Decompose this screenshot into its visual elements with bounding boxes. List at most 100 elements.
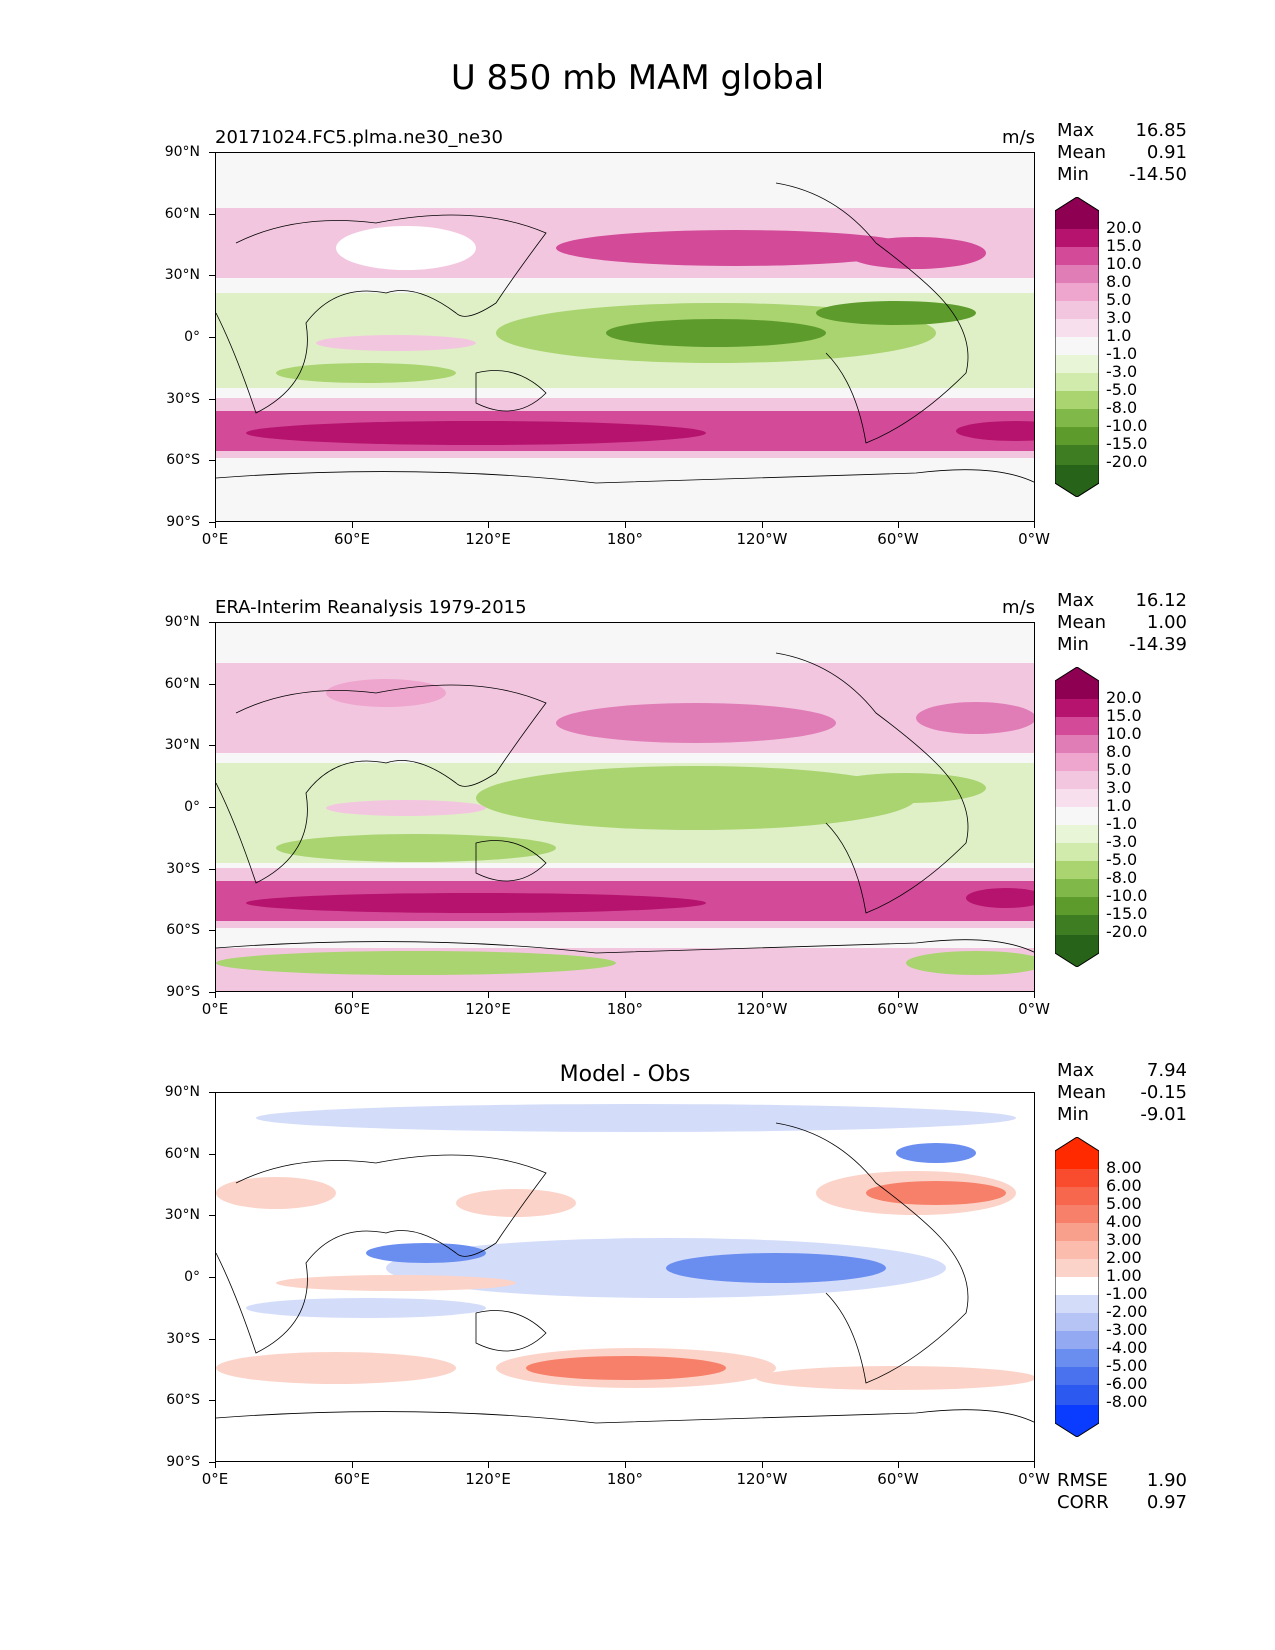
colorbar-tick: -5.00 bbox=[1106, 1356, 1148, 1375]
y-tick-label: 30°S bbox=[166, 861, 200, 877]
panel-title: Model - Obs bbox=[559, 1062, 691, 1087]
colorbar-tick: -4.00 bbox=[1106, 1338, 1148, 1357]
stat-value: 0.97 bbox=[1146, 1492, 1187, 1513]
colorbar-tick: -8.00 bbox=[1106, 1392, 1148, 1411]
colorbar-tick: 8.00 bbox=[1106, 1158, 1142, 1177]
colorbar-tick: -8.0 bbox=[1106, 868, 1138, 887]
colorbar-tick: 8.0 bbox=[1106, 742, 1132, 761]
x-tick-label: 180° bbox=[606, 530, 644, 548]
stat-name: CORR bbox=[1057, 1492, 1109, 1513]
x-tick-label: 120°E bbox=[465, 1470, 511, 1488]
stat-value: 7.94 bbox=[1146, 1060, 1187, 1081]
colorbar-tick: 8.0 bbox=[1106, 272, 1132, 291]
stat-name: Max bbox=[1057, 590, 1095, 611]
error-stats: RMSE 1.90 CORR 0.97 bbox=[1057, 1470, 1187, 1514]
colorbar bbox=[1055, 1137, 1099, 1437]
y-tick-label: 90°S bbox=[166, 984, 200, 1000]
x-tick-label: 180° bbox=[606, 1000, 644, 1018]
colorbar-tick: -3.0 bbox=[1106, 832, 1138, 851]
x-tick-label: 120°E bbox=[465, 530, 511, 548]
y-tick-label: 30°N bbox=[164, 1207, 200, 1223]
colorbar bbox=[1055, 667, 1099, 967]
x-tick-label: 60°E bbox=[333, 1470, 371, 1488]
map-diff bbox=[215, 1092, 1035, 1462]
stat-name: Max bbox=[1057, 120, 1095, 141]
colorbar-tick: -1.0 bbox=[1106, 814, 1138, 833]
panel-obs: ERA-Interim Reanalysis 1979-2015 m/s Max… bbox=[0, 590, 1275, 1032]
stat-name: Max bbox=[1057, 1060, 1095, 1081]
stat-value: 1.90 bbox=[1146, 1470, 1187, 1491]
colorbar-tick: 2.00 bbox=[1106, 1248, 1142, 1267]
colorbar-tick: 3.00 bbox=[1106, 1230, 1142, 1249]
colorbar-tick: 6.00 bbox=[1106, 1176, 1142, 1195]
stats-block: Max 16.12 Mean 1.00 Min -14.39 bbox=[1057, 590, 1187, 656]
stat-name: Min bbox=[1057, 1104, 1089, 1125]
panel-diff: Model - Obs Max 7.94 Mean -0.15 Min -9.01 bbox=[0, 1060, 1275, 1513]
colorbar-tick: 1.0 bbox=[1106, 326, 1132, 345]
y-tick-label: 30°N bbox=[164, 737, 200, 753]
panel-label: 20171024.FC5.plma.ne30_ne30 bbox=[215, 127, 503, 148]
colorbar-tick: 1.00 bbox=[1106, 1266, 1142, 1285]
y-tick-label: 90°N bbox=[164, 144, 200, 160]
y-tick-label: 90°N bbox=[164, 1084, 200, 1100]
map-obs bbox=[215, 622, 1035, 992]
stat-name: Mean bbox=[1057, 1082, 1107, 1103]
units-label: m/s bbox=[1002, 597, 1035, 618]
x-tick-label: 0°W bbox=[1018, 1470, 1050, 1488]
colorbar-tick: 10.0 bbox=[1106, 254, 1142, 273]
y-tick-label: 90°N bbox=[164, 614, 200, 630]
y-tick-label: 60°N bbox=[164, 676, 200, 692]
stat-value: 1.00 bbox=[1146, 612, 1187, 633]
colorbar-tick: 20.0 bbox=[1106, 688, 1142, 707]
colorbar-tick: -3.00 bbox=[1106, 1320, 1148, 1339]
colorbar-labels: 20.0 15.0 10.0 8.0 5.0 3.0 1.0 -1.0 -3.0… bbox=[1106, 219, 1147, 471]
colorbar-tick: -5.0 bbox=[1106, 850, 1138, 869]
x-tick-label: 0°W bbox=[1018, 1000, 1050, 1018]
stat-value: 16.12 bbox=[1135, 590, 1187, 611]
y-tick-label: 0° bbox=[184, 329, 200, 345]
x-tick-label: 0°W bbox=[1018, 530, 1050, 548]
colorbar bbox=[1055, 197, 1099, 497]
stat-name: RMSE bbox=[1057, 1470, 1108, 1491]
x-tick-label: 60°W bbox=[877, 530, 919, 548]
x-tick-label: 0°E bbox=[201, 530, 229, 548]
stat-value: -14.50 bbox=[1128, 164, 1187, 185]
colorbar-tick: -2.00 bbox=[1106, 1302, 1148, 1321]
panel-label: ERA-Interim Reanalysis 1979-2015 bbox=[215, 597, 527, 618]
colorbar-tick: -20.0 bbox=[1106, 922, 1148, 941]
colorbar-tick: 5.00 bbox=[1106, 1194, 1142, 1213]
colorbar-tick: -15.0 bbox=[1106, 434, 1148, 453]
colorbar-tick: -6.00 bbox=[1106, 1374, 1148, 1393]
stat-name: Min bbox=[1057, 634, 1089, 655]
stats-block: Max 7.94 Mean -0.15 Min -9.01 bbox=[1057, 1060, 1187, 1126]
x-tick-label: 60°W bbox=[877, 1470, 919, 1488]
stats-block: Max 16.85 Mean 0.91 Min -14.50 bbox=[1057, 120, 1187, 186]
colorbar-tick: -1.00 bbox=[1106, 1284, 1148, 1303]
colorbar-tick: 10.0 bbox=[1106, 724, 1142, 743]
y-tick-label: 30°S bbox=[166, 1331, 200, 1347]
colorbar-tick: -10.0 bbox=[1106, 416, 1148, 435]
x-tick-label: 0°E bbox=[201, 1470, 229, 1488]
colorbar-tick: -5.0 bbox=[1106, 380, 1138, 399]
colorbar-tick: -8.0 bbox=[1106, 398, 1138, 417]
y-tick-label: 0° bbox=[184, 799, 200, 815]
colorbar-tick: 5.0 bbox=[1106, 760, 1132, 779]
stat-value: -14.39 bbox=[1128, 634, 1187, 655]
units-label: m/s bbox=[1002, 127, 1035, 148]
x-tick-label: 120°W bbox=[736, 1470, 788, 1488]
x-tick-label: 180° bbox=[606, 1470, 644, 1488]
y-tick-label: 60°S bbox=[166, 1392, 200, 1408]
stat-value: -0.15 bbox=[1140, 1082, 1187, 1103]
colorbar-tick: 4.00 bbox=[1106, 1212, 1142, 1231]
stat-value: 16.85 bbox=[1135, 120, 1187, 141]
colorbar-tick: 20.0 bbox=[1106, 218, 1142, 237]
y-tick-label: 60°S bbox=[166, 922, 200, 938]
y-tick-label: 0° bbox=[184, 1269, 200, 1285]
y-tick-label: 60°S bbox=[166, 452, 200, 468]
stat-value: -9.01 bbox=[1140, 1104, 1187, 1125]
colorbar-tick: 3.0 bbox=[1106, 778, 1132, 797]
colorbar-tick: -20.0 bbox=[1106, 452, 1148, 471]
figure-title: U 850 mb MAM global bbox=[450, 58, 825, 98]
colorbar-tick: -3.0 bbox=[1106, 362, 1138, 381]
x-tick-label: 120°W bbox=[736, 530, 788, 548]
